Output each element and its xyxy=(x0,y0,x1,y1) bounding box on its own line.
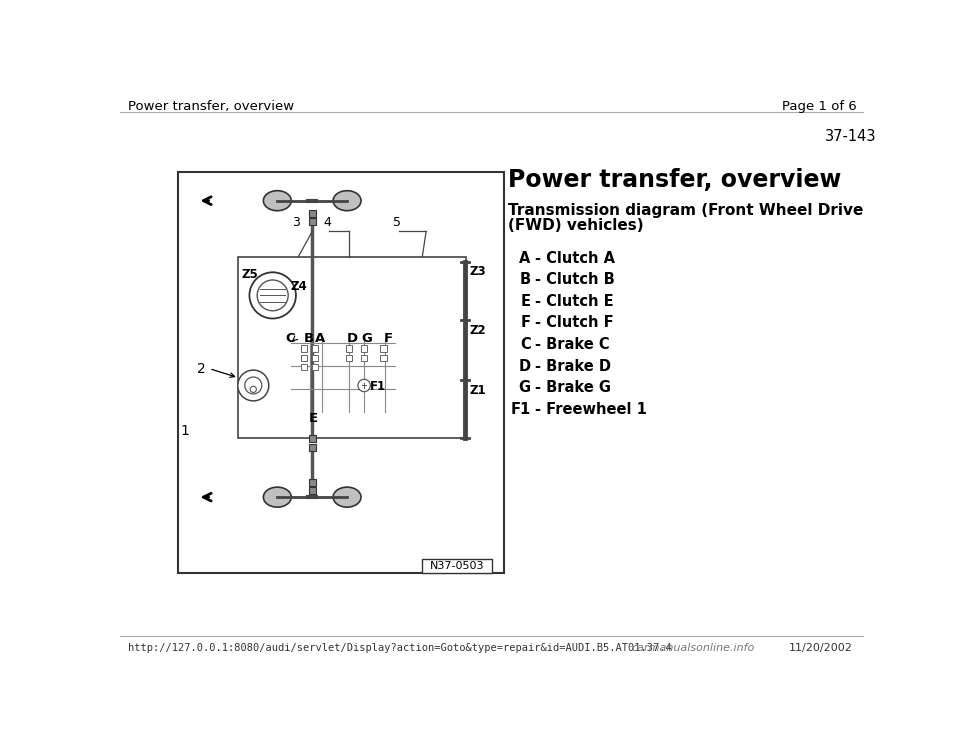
Text: - Clutch A: - Clutch A xyxy=(535,251,614,266)
Text: 2: 2 xyxy=(198,362,206,376)
Text: A: A xyxy=(315,332,325,344)
Text: Power transfer, overview: Power transfer, overview xyxy=(508,168,841,191)
Text: Z2: Z2 xyxy=(469,324,486,337)
Text: E: E xyxy=(308,413,318,425)
Text: C: C xyxy=(520,337,531,352)
Text: carmanualsonline.info: carmanualsonline.info xyxy=(632,643,755,654)
Text: Transmission diagram (Front Wheel Drive: Transmission diagram (Front Wheel Drive xyxy=(508,203,863,218)
Ellipse shape xyxy=(263,191,291,211)
Bar xyxy=(309,435,316,441)
Text: C: C xyxy=(286,332,296,344)
Text: - Brake C: - Brake C xyxy=(535,337,610,352)
Bar xyxy=(380,355,387,361)
Bar xyxy=(422,559,492,573)
Text: E: E xyxy=(520,294,531,309)
Text: - Clutch B: - Clutch B xyxy=(535,272,614,287)
Circle shape xyxy=(358,379,371,392)
Text: http://127.0.0.1:8080/audi/servlet/Display?action=Goto&type=repair&id=AUDI.B5.AT: http://127.0.0.1:8080/audi/servlet/Displ… xyxy=(128,643,671,654)
Bar xyxy=(179,172,504,573)
Bar xyxy=(361,355,368,361)
Text: 37-143: 37-143 xyxy=(826,129,876,144)
Text: - Brake D: - Brake D xyxy=(535,358,611,373)
Text: 4: 4 xyxy=(324,216,332,229)
Text: Page 1 of 6: Page 1 of 6 xyxy=(781,100,856,113)
Bar xyxy=(346,346,351,352)
Text: D: D xyxy=(518,358,531,373)
Text: F1: F1 xyxy=(370,380,386,393)
Bar xyxy=(309,210,316,217)
Text: F: F xyxy=(383,332,393,344)
Text: 11/20/2002: 11/20/2002 xyxy=(788,643,852,654)
Text: Z5: Z5 xyxy=(242,269,258,281)
Text: (FWD) vehicles): (FWD) vehicles) xyxy=(508,217,643,233)
Text: F: F xyxy=(520,315,531,330)
Text: 5: 5 xyxy=(393,216,401,229)
Text: 1: 1 xyxy=(180,424,189,438)
Bar xyxy=(312,364,319,370)
Text: - Clutch F: - Clutch F xyxy=(535,315,613,330)
Text: - Freewheel 1: - Freewheel 1 xyxy=(535,401,646,417)
Bar xyxy=(361,346,368,352)
Ellipse shape xyxy=(263,487,291,507)
Bar xyxy=(309,217,316,225)
Text: A: A xyxy=(519,251,531,266)
Text: D: D xyxy=(347,332,357,344)
Bar xyxy=(309,487,316,494)
Circle shape xyxy=(250,272,296,318)
Bar xyxy=(312,355,319,361)
Ellipse shape xyxy=(333,191,361,211)
Bar xyxy=(238,257,467,438)
Bar xyxy=(309,479,316,485)
Text: Z3: Z3 xyxy=(469,265,486,278)
Ellipse shape xyxy=(333,487,361,507)
Circle shape xyxy=(251,387,256,393)
Bar xyxy=(300,346,307,352)
Bar xyxy=(346,355,351,361)
Text: B: B xyxy=(303,332,314,344)
Text: N37-0503: N37-0503 xyxy=(430,561,485,571)
Circle shape xyxy=(257,280,288,311)
Text: F1: F1 xyxy=(511,401,531,417)
Text: Z4: Z4 xyxy=(291,280,307,293)
Bar xyxy=(300,364,307,370)
Text: G: G xyxy=(362,332,372,344)
Text: Power transfer, overview: Power transfer, overview xyxy=(128,100,294,113)
Bar xyxy=(380,346,387,352)
Text: Z1: Z1 xyxy=(469,384,486,397)
Bar xyxy=(300,355,307,361)
Circle shape xyxy=(238,370,269,401)
Text: - Brake G: - Brake G xyxy=(535,380,611,395)
Text: - Clutch E: - Clutch E xyxy=(535,294,613,309)
Bar xyxy=(309,444,316,451)
Text: G: G xyxy=(518,380,531,395)
Bar xyxy=(312,346,319,352)
Text: 3: 3 xyxy=(292,216,300,229)
Text: B: B xyxy=(519,272,531,287)
Circle shape xyxy=(245,377,262,394)
